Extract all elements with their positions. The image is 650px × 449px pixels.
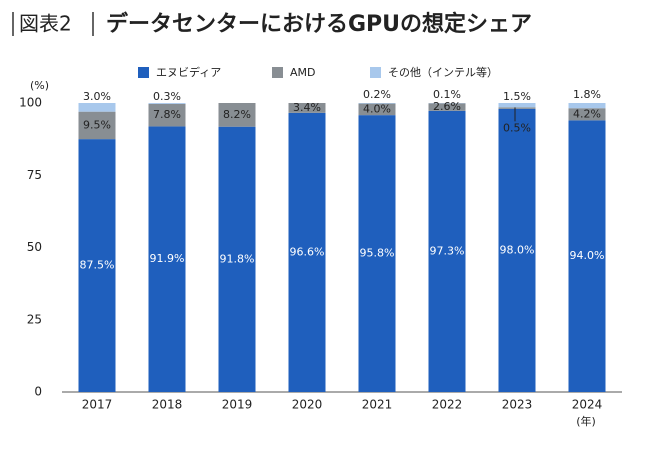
bar-segment (148, 103, 186, 104)
bar-segment (78, 103, 116, 112)
value-label: 1.8% (573, 88, 601, 101)
value-label: 0.3% (153, 90, 181, 103)
bar-segment (498, 107, 536, 109)
value-label: 4.0% (363, 102, 391, 115)
x-tick-label: 2020 (292, 398, 323, 412)
x-tick-label: 2017 (82, 398, 113, 412)
value-label: 9.5% (83, 118, 111, 131)
bar-segment (568, 103, 606, 109)
value-label: 91.9% (150, 252, 185, 265)
bar-segment (288, 103, 326, 113)
value-label: 96.6% (290, 245, 325, 258)
bar-segment (358, 103, 396, 116)
value-label: 3.4% (293, 101, 321, 114)
legend-swatch (138, 67, 149, 78)
y-tick-label: 50 (27, 240, 42, 254)
bar-segment (78, 111, 116, 140)
value-label: 7.8% (153, 108, 181, 121)
bar-segment (288, 112, 326, 393)
y-tick-label: 0 (34, 385, 42, 399)
bar-segment (568, 120, 606, 392)
y-tick-label: 100 (19, 96, 42, 110)
value-label: 94.0% (570, 249, 605, 262)
figure-label: 図表2 (19, 12, 72, 36)
chart-title: データセンターにおけるGPUの想定シェア (106, 11, 532, 37)
value-label: 4.2% (573, 107, 601, 120)
bar-segment (358, 115, 396, 392)
bar-segment (148, 103, 186, 127)
value-label: 91.8% (220, 252, 255, 265)
bar-segment (148, 126, 186, 392)
value-label: 2.6% (433, 100, 461, 113)
value-label: 3.0% (83, 90, 111, 103)
x-tick-label: 2022 (432, 398, 463, 412)
bar-segment (498, 108, 536, 392)
label-bg (502, 121, 532, 136)
bar-segment (428, 110, 466, 392)
legend-label: その他（インテル等） (388, 65, 498, 79)
bar-segment (428, 103, 466, 111)
x-tick-label: 2018 (152, 398, 183, 412)
y-unit: (%) (30, 79, 49, 92)
value-label: 95.8% (360, 247, 395, 260)
legend-swatch (370, 67, 381, 78)
x-tick-label: 2019 (222, 398, 253, 412)
value-label: 0.5% (503, 121, 531, 134)
value-label: 87.5% (80, 259, 115, 272)
value-label: 0.2% (363, 88, 391, 101)
value-label: 8.2% (223, 108, 251, 121)
legend-swatch (272, 67, 283, 78)
bar-segment (218, 126, 256, 392)
bar-segment (358, 103, 396, 104)
y-tick-label: 75 (27, 168, 42, 182)
legend-label: AMD (290, 66, 316, 79)
x-tick-label: 2024 (572, 398, 603, 412)
value-label: 1.5% (503, 90, 531, 103)
bar-segment (78, 139, 116, 392)
x-unit: (年) (576, 414, 596, 428)
bar-segment (218, 103, 256, 127)
value-label: 97.3% (430, 244, 465, 257)
value-label: 98.0% (500, 243, 535, 256)
value-label: 0.1% (433, 88, 461, 101)
x-tick-label: 2023 (502, 398, 533, 412)
legend-label: エヌビディア (156, 65, 221, 79)
y-tick-label: 25 (27, 312, 42, 326)
bar-segment (568, 108, 606, 121)
bar-segment (498, 103, 536, 108)
x-tick-label: 2021 (362, 398, 393, 412)
